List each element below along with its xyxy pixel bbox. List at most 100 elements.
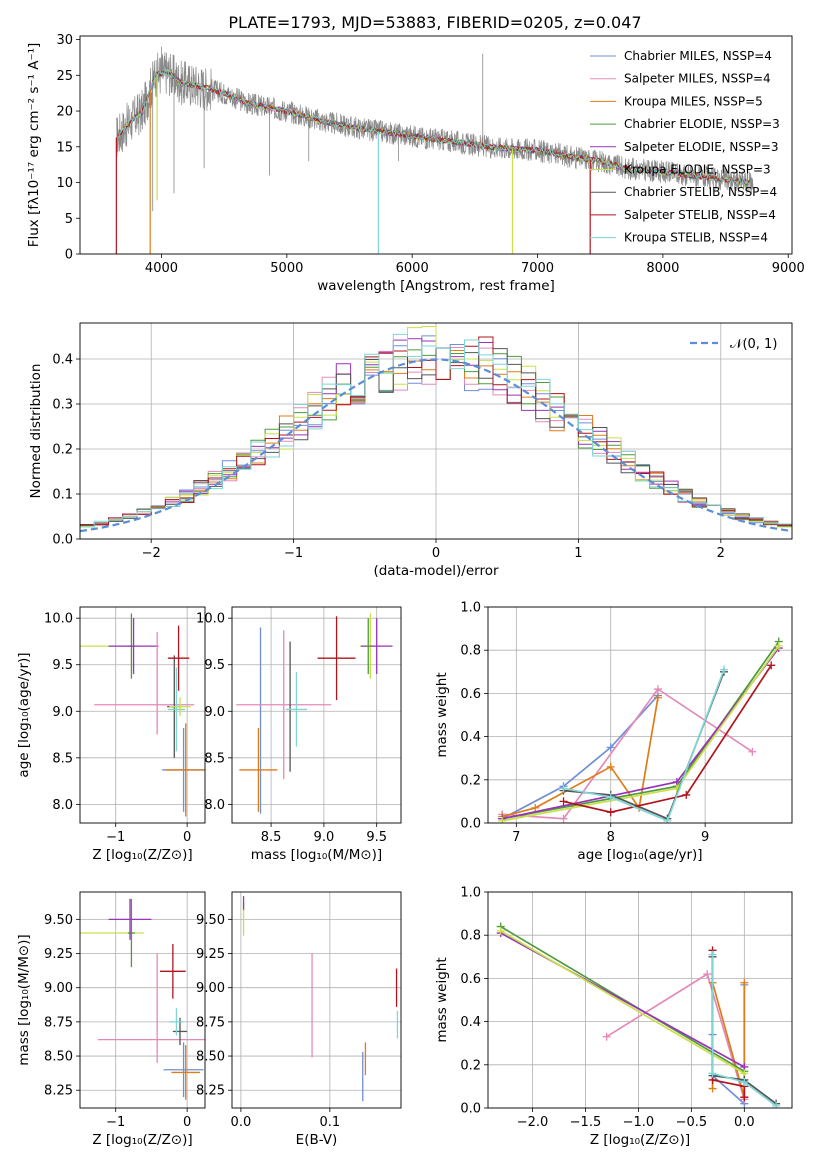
- x-tick-label: 0.1: [319, 1115, 340, 1130]
- series-marker: [740, 1078, 749, 1087]
- legend-label: Kroupa STELIB, NSSP=4: [624, 231, 768, 245]
- x-tick-label: −1.5: [570, 1115, 602, 1130]
- axes-frame: [487, 891, 793, 1109]
- series-marker: [767, 661, 776, 670]
- series-marker: [531, 803, 540, 812]
- panel-spectrum: 4000 5000 6000 7000 8000 9000 0 5 10 15 20 25 30 wave…: [26, 33, 805, 294]
- axes-frame: [231, 606, 402, 824]
- legend-label: 𝒩(0, 1): [730, 337, 777, 352]
- y-tick-label: 0: [65, 248, 73, 263]
- model-kroupa-stelib: [117, 68, 752, 185]
- y-tick-label: 0.0: [52, 533, 73, 548]
- series-salpeter-stelib: [563, 664, 772, 814]
- y-tick-label: 9.5: [204, 658, 225, 673]
- series-marker: [653, 685, 662, 694]
- x-tick-label: 0.0: [734, 1115, 755, 1130]
- y-tick-label: 9.0: [204, 705, 225, 720]
- series-kroupa-stelib: [711, 954, 777, 1107]
- panel-residuals: −2 −1 0 1 2 0.0 0.1 0.2 0.3 0.4 (data-model)/error…: [28, 322, 793, 579]
- y-tick-label: 0.6: [460, 687, 481, 702]
- series-marker: [682, 790, 691, 799]
- y-tick-label: 0.2: [460, 1058, 481, 1073]
- x-tick-label: 9.5: [366, 830, 387, 845]
- panel-mass-age: 8.5 9.0 9.5 8.0 8.5 9.0 9.5 10.0 mass [log₁₀(M/M…: [196, 606, 402, 863]
- y-tick-label: 8.50: [44, 1050, 73, 1065]
- y-tick-label: 0.0: [460, 817, 481, 832]
- y-axis-label: Normed distribution: [28, 364, 44, 499]
- series-marker: [772, 1101, 781, 1108]
- series-marker: [602, 1032, 611, 1041]
- x-tick-label: 9000: [772, 261, 805, 276]
- x-axis-label: age [log₁₀(age/yr)]: [577, 847, 702, 863]
- legend-label: Kroupa MILES, NSSP=5: [624, 94, 763, 108]
- plot-area: [242, 896, 399, 1102]
- x-tick-label: 0: [183, 1115, 191, 1130]
- plot-area: [80, 898, 205, 1100]
- y-tick-label: 8.75: [44, 1015, 73, 1030]
- x-tick-label: 2: [717, 546, 725, 561]
- y-tick-label: 0.4: [460, 1015, 481, 1030]
- y-axis-label: mass [log₁₀(M/M⊙)]: [16, 934, 32, 1065]
- plot-area: [80, 613, 205, 817]
- y-axis-label: mass weight: [434, 957, 450, 1042]
- x-tick-label: 7000: [521, 261, 554, 276]
- x-tick-label: 7: [512, 830, 520, 845]
- y-tick-label: 8.5: [52, 751, 73, 766]
- x-tick-label: −2.0: [517, 1115, 549, 1130]
- axes-frame: [79, 322, 793, 540]
- x-axis-label: mass [log₁₀(M/M⊙)]: [251, 847, 382, 863]
- x-tick-label: 8000: [646, 261, 679, 276]
- x-tick-label: 9: [701, 830, 709, 845]
- x-tick-label: −1.0: [623, 1115, 655, 1130]
- series-marker: [606, 808, 615, 817]
- y-tick-label: 30: [56, 33, 73, 48]
- legend-label: Salpeter MILES, NSSP=4: [624, 72, 771, 86]
- y-tick-label: 0.4: [52, 353, 73, 368]
- y-tick-label: 0.2: [52, 443, 73, 458]
- series-marker: [748, 747, 757, 756]
- plot-area: [496, 922, 781, 1108]
- x-tick-label: 5000: [270, 261, 303, 276]
- y-tick-label: 0.0: [460, 1102, 481, 1117]
- legend-label: Chabrier ELODIE, NSSP=3: [624, 117, 780, 131]
- x-tick-label: 8.5: [261, 830, 282, 845]
- plot-area: [80, 326, 792, 533]
- x-tick-label: 9.0: [314, 830, 335, 845]
- x-tick-label: −0.5: [676, 1115, 708, 1130]
- y-tick-label: 9.5: [52, 658, 73, 673]
- y-tick-label: 0.8: [460, 929, 481, 944]
- series-marker: [559, 814, 568, 823]
- legend-label: Chabrier MILES, NSSP=4: [624, 49, 772, 63]
- y-tick-label: 0.6: [460, 972, 481, 987]
- series-marker: [606, 793, 615, 802]
- y-tick-label: 25: [56, 69, 73, 84]
- series-marker: [559, 784, 568, 793]
- x-axis-label: (data-model)/error: [373, 563, 499, 579]
- plot-area: [498, 637, 783, 823]
- y-tick-label: 5: [65, 212, 73, 227]
- panel-age-weight: 7 8 9 0.0 0.2 0.4 0.6 0.8 1.0 age [log₁₀(age/yr)]…: [434, 601, 793, 863]
- x-axis-label: Z [log₁₀(Z/Z⊙)]: [92, 1132, 192, 1148]
- series-marker: [606, 762, 615, 771]
- x-tick-label: −2: [142, 546, 161, 561]
- x-axis-label: wavelength [Angstrom, rest frame]: [317, 278, 555, 294]
- normal-curve: [80, 358, 792, 533]
- series-marker: [774, 641, 783, 650]
- y-tick-label: 9.25: [44, 947, 73, 962]
- y-tick-label: 9.50: [196, 913, 225, 928]
- series-marker: [653, 693, 662, 702]
- plot-area: [115, 46, 754, 254]
- axes-frame: [79, 606, 206, 824]
- figure-title: PLATE=1793, MJD=53883, FIBERID=0205, z=0…: [228, 13, 641, 32]
- panel-Z-mass: −1 0 8.25 8.50 8.75 9.00 9.25 9.50 Z [log₁₀(Z/Z⊙…: [16, 891, 206, 1148]
- y-tick-label: 8.25: [196, 1084, 225, 1099]
- legend-label: Kroupa ELODIE, NSSP=3: [624, 163, 771, 177]
- x-tick-label: −1: [106, 1115, 125, 1130]
- series-marker: [703, 970, 712, 979]
- x-tick-label: 8: [607, 830, 615, 845]
- y-tick-label: 8.25: [44, 1084, 73, 1099]
- series-marker: [606, 743, 615, 752]
- y-tick-label: 8.5: [204, 751, 225, 766]
- series-marker: [496, 926, 505, 935]
